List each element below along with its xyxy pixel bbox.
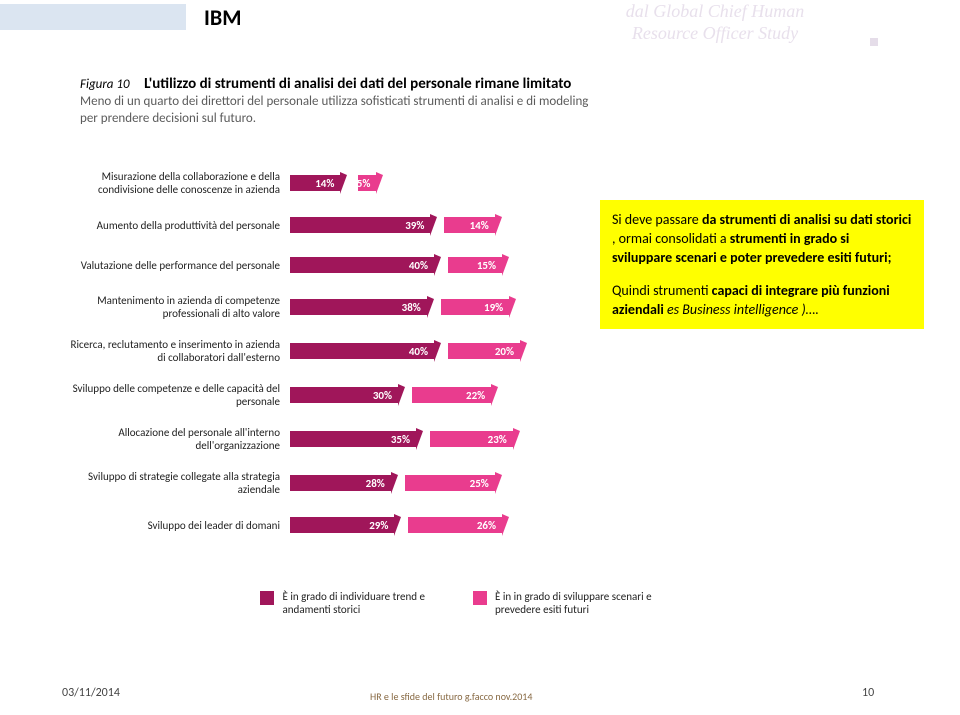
bar-notch [495,214,502,236]
category-label: Aumento della produttività del personale [70,219,290,232]
callout-text: Quindi strumenti [612,282,712,299]
legend-entry-b: È in in grado di sviluppare scenari e pr… [473,590,683,616]
category-label: Valutazione delle performance del person… [70,259,290,272]
bar-notch [509,296,516,318]
figure-title: L'utilizzo di strumenti di analisi dei d… [144,75,571,93]
page-title: IBM [204,4,241,31]
bar-notch [376,172,383,194]
chart-row: Sviluppo dei leader di domani29% 26% [70,514,600,536]
callout-italic: es Business intelligence )…. [667,301,819,318]
legend-swatch-dark [260,591,274,605]
legend-label-b: È in in grado di sviluppare scenari e pr… [495,590,675,616]
chart-row: Ricerca, reclutamento e inserimento in a… [70,338,600,364]
footer-date: 03/11/2014 [62,686,120,700]
bar-notch [502,514,509,536]
bar-forecast: 14% [444,217,494,233]
bars-wrap: 40% 20% [290,340,600,362]
bars-wrap: 14% 5% [290,172,600,194]
bar-notch [340,172,347,194]
chart-row: Mantenimento in azienda di competenze pr… [70,294,600,320]
bars-wrap: 39% 14% [290,214,600,236]
bars-wrap: 35% 23% [290,428,600,450]
chart-row: Sviluppo delle competenze e delle capaci… [70,382,600,408]
bar-notch [430,214,437,236]
bar-forecast: 5% [358,175,376,191]
bar-historic: 40% [290,343,434,359]
chart-row: Valutazione delle performance del person… [70,254,600,276]
bar-notch [491,384,498,406]
bars-wrap: 30% 22% [290,384,600,406]
bar-notch [427,296,434,318]
bars-wrap: 29% 26% [290,514,600,536]
bar-historic: 39% [290,217,430,233]
category-label: Ricerca, reclutamento e inserimento in a… [70,338,290,364]
bar-notch [513,428,520,450]
bar-notch [398,384,405,406]
bar-notch [434,340,441,362]
chart-legend: È in grado di individuare trend e andame… [260,590,720,616]
footer-center: HR e le sfide del futuro g.facco nov.201… [370,690,532,703]
bar-chart: Misurazione della collaborazione e della… [70,170,600,554]
bar-historic: 28% [290,475,391,491]
slide: IBM dal Global Chief Human Resource Offi… [0,0,960,715]
highlight-callout: Si deve passare da strumenti di analisi … [600,200,924,329]
callout-p2: Quindi strumenti capaci di integrare più… [612,281,912,319]
category-label: Sviluppo di strategie collegate alla str… [70,470,290,496]
category-label: Sviluppo dei leader di domani [70,519,290,532]
legend-label-a: È in grado di individuare trend e andame… [283,590,433,616]
category-label: Misurazione della collaborazione e della… [70,170,290,196]
bar-historic: 14% [290,175,340,191]
crop-mark-icon [870,38,878,46]
bar-historic: 40% [290,257,434,273]
bar-notch [495,472,502,494]
bars-wrap: 38% 19% [290,296,600,318]
category-label: Mantenimento in azienda di competenze pr… [70,294,290,320]
figure-caption-block: Figura 10 L'utilizzo di strumenti di ana… [80,74,600,127]
bar-forecast: 22% [412,387,491,403]
chart-row: Misurazione della collaborazione e della… [70,170,600,196]
title-bar-accent [0,4,186,30]
bar-notch [520,340,527,362]
bar-historic: 35% [290,431,416,447]
study-strip-text: dal Global Chief Human Resource Officer … [570,0,860,44]
cropped-study-title: dal Global Chief Human Resource Officer … [570,0,860,48]
bar-notch [416,428,423,450]
category-label: Allocazione del personale all'interno de… [70,426,290,452]
bars-wrap: 28% 25% [290,472,600,494]
bar-forecast: 15% [448,257,502,273]
callout-p1: Si deve passare da strumenti di analisi … [612,210,912,267]
bar-notch [434,254,441,276]
bar-forecast: 20% [448,343,520,359]
bar-notch [394,514,401,536]
bar-forecast: 19% [441,299,509,315]
callout-bold: da strumenti di analisi su dati storici [702,211,911,228]
bar-notch [391,472,398,494]
bar-forecast: 23% [430,431,513,447]
legend-entry-a: È in grado di individuare trend e andame… [260,590,440,616]
bar-notch [502,254,509,276]
spacer [612,267,912,281]
chart-row: Aumento della produttività del personale… [70,214,600,236]
figure-subtitle: Meno di un quarto dei direttori del pers… [80,93,600,127]
chart-row: Allocazione del personale all'interno de… [70,426,600,452]
callout-text: , ormai consolidati a [612,230,730,247]
bar-historic: 30% [290,387,398,403]
callout-text: Si deve passare [612,211,702,228]
chart-row: Sviluppo di strategie collegate alla str… [70,470,600,496]
bars-wrap: 40% 15% [290,254,600,276]
bar-forecast: 26% [408,517,502,533]
figure-number: Figura 10 [80,77,130,92]
category-label: Sviluppo delle competenze e delle capaci… [70,382,290,408]
legend-swatch-pink [473,591,487,605]
bar-historic: 29% [290,517,394,533]
bar-historic: 38% [290,299,427,315]
footer-page-number: 10 [862,686,874,700]
bar-forecast: 25% [405,475,495,491]
